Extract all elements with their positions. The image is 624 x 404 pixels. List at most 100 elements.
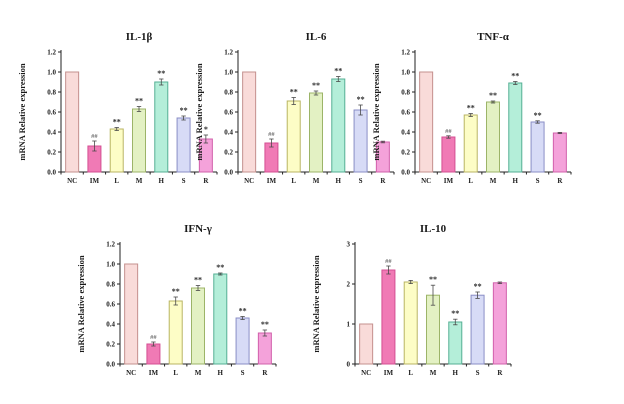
significance-annotation: ## [91,133,98,140]
bar-M [132,108,146,173]
y-axis-label: mRNA Relative expression [371,63,381,160]
bar-IM [381,269,396,365]
x-tick-label: IM [267,177,277,185]
x-tick-label: R [203,177,209,185]
x-tick-label: M [136,177,143,185]
y-tick-label: 1.2 [224,48,233,56]
chart-title: IL-10 [420,223,447,235]
bar-L [109,128,124,173]
y-tick-label: 0.2 [106,340,115,348]
chart-tnf-alpha: TNF-α mRNA Relative expression 0.0 0.2 0.4 0.… [367,22,579,194]
significance-annotation: * [204,125,208,134]
y-tick-label: 3 [347,240,351,248]
bar-S [353,109,368,173]
significance-annotation: ** [357,95,365,104]
y-axis-label: mRNA Relative expression [76,255,86,352]
y-tick-label: 0.2 [224,148,233,156]
x-tick-label: S [182,177,186,185]
x-tick-label: NC [361,369,371,377]
y-axis-label: mRNA Relative expression [17,63,27,160]
bar-IM [441,136,456,173]
chart-ifn-gamma-svg: IFN-γ mRNA Relative expression 0.0 0.2 0.4 0.… [76,223,277,377]
chart-il-10-svg: IL-10 mRNA Relative expression 0 1 2 3 NC ## IM L… [311,223,512,377]
y-tick-label: 1.0 [401,68,410,76]
chart-il-6-svg: IL-6 mRNA Relative expression 0.0 0.2 0.4 0.6… [194,31,395,185]
bar-H [508,82,523,173]
chart-il-1beta: IL-1β mRNA Relative expression 0.0 0.2 0.4 0.… [13,22,225,194]
y-tick-label: 1.0 [106,260,115,268]
bar-NC [124,263,139,365]
x-tick-label: L [291,177,296,185]
x-tick-label: L [173,369,178,377]
bar-S [470,294,485,365]
y-tick-label: 0.4 [47,128,56,136]
y-tick-label: 0.8 [47,88,56,96]
x-tick-label: R [380,177,386,185]
bar-NC [419,71,434,173]
y-tick-label: 0.6 [106,300,115,308]
significance-annotation: ** [467,104,475,113]
bar-H [448,321,463,365]
significance-annotation: ** [451,309,459,318]
significance-annotation: ** [290,88,298,97]
bar-R [552,132,567,173]
y-tick-label: 0.4 [106,320,115,328]
chart-tnf-alpha-svg: TNF-α mRNA Relative expression 0.0 0.2 0.4 0.… [371,31,572,185]
y-tick-label: 1.0 [47,68,56,76]
bar-NC [359,323,374,365]
y-tick-label: 0.6 [401,108,410,116]
x-tick-label: S [359,177,363,185]
x-tick-label: R [262,369,268,377]
x-tick-label: NC [67,177,77,185]
significance-annotation: ** [194,276,202,285]
bar-M [191,287,205,365]
y-tick-label: 0.8 [224,88,233,96]
significance-annotation: ** [239,307,247,316]
x-tick-label: H [218,369,224,377]
significance-annotation: ## [445,128,452,135]
x-tick-label: NC [421,177,431,185]
bar-S [530,121,545,173]
y-tick-label: 1.0 [224,68,233,76]
bar-H [331,78,346,173]
y-tick-label: 0.2 [401,148,410,156]
bar-R [492,282,507,365]
bar-S [235,317,250,365]
y-tick-label: 0 [347,360,351,368]
y-tick-label: 0.2 [47,148,56,156]
chart-title: IFN-γ [184,223,212,235]
significance-annotation: ** [113,118,121,127]
x-tick-label: M [313,177,320,185]
significance-annotation: ** [157,69,165,78]
significance-annotation: ## [268,131,275,138]
chart-title: IL-1β [126,31,153,43]
chart-il-6: IL-6 mRNA Relative expression 0.0 0.2 0.4 0.6… [190,22,402,194]
x-tick-label: IM [444,177,454,185]
significance-annotation: ** [489,91,497,100]
bar-L [463,114,478,173]
chart-ifn-gamma: IFN-γ mRNA Relative expression 0.0 0.2 0.4 0.… [72,214,284,386]
y-tick-label: 0.8 [106,280,115,288]
y-tick-label: 1.2 [106,240,115,248]
chart-il-10: IL-10 mRNA Relative expression 0 1 2 3 NC ## IM L… [307,214,519,386]
x-tick-label: IM [384,369,394,377]
bar-L [286,100,301,173]
x-tick-label: H [513,177,519,185]
x-tick-label: M [195,369,202,377]
x-tick-label: IM [149,369,159,377]
x-tick-label: S [476,369,480,377]
x-tick-label: H [336,177,342,185]
chart-il-1beta-svg: IL-1β mRNA Relative expression 0.0 0.2 0.4 0.… [17,31,218,185]
significance-annotation: ** [511,72,519,81]
bar-NC [242,71,257,173]
x-tick-label: L [114,177,119,185]
y-axis-label: mRNA Relative expression [311,255,321,352]
bar-S [176,117,191,173]
bar-IM [146,343,161,365]
bar-H [154,81,169,173]
x-tick-label: NC [126,369,136,377]
x-tick-label: L [468,177,473,185]
x-tick-label: S [241,369,245,377]
x-tick-label: H [159,177,165,185]
